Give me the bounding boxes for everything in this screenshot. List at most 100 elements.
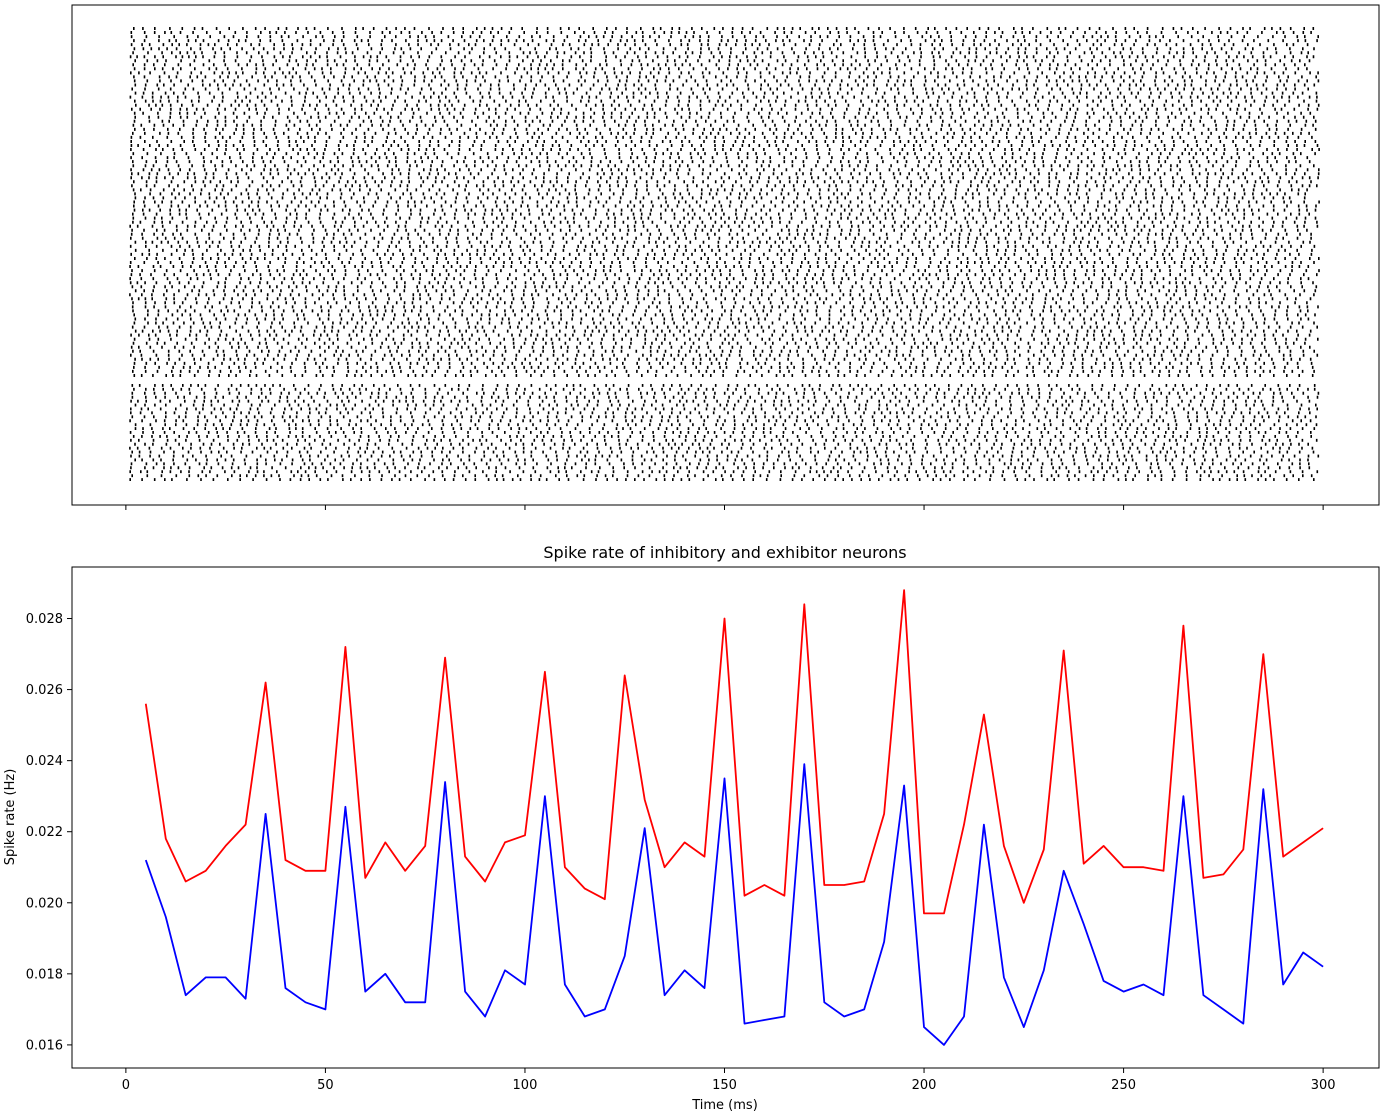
raster-neuron-row <box>131 107 1319 111</box>
y-axis-label: Spike rate (Hz) <box>3 769 18 866</box>
raster-neuron-row <box>134 403 1317 407</box>
raster-neuron-row <box>134 115 1315 119</box>
raster-neuron-row <box>129 95 1318 99</box>
raster-neuron-row <box>134 248 1313 252</box>
raster-neuron-row <box>131 297 1312 301</box>
rate-y-ticks: 0.016 0.018 0.020 0.022 0.024 0.026 0.028 <box>26 612 72 1053</box>
rate-x-ticks: 0 50 100 150 200 250 300 <box>122 1068 1336 1093</box>
raster-neuron-row <box>130 236 1312 240</box>
raster-neuron-row <box>132 309 1309 313</box>
raster-neuron-row <box>134 427 1316 430</box>
chart-title: Spike rate of inhibitory and exhibitor n… <box>543 543 906 562</box>
raster-neuron-row <box>129 293 1315 297</box>
raster-neuron-row <box>130 462 1310 466</box>
raster-neuron-row <box>132 301 1308 305</box>
x-tick-label: 100 <box>513 1078 538 1093</box>
raster-neuron-row <box>133 321 1315 325</box>
raster-neuron-row <box>133 75 1317 79</box>
raster-neuron-row <box>131 184 1318 188</box>
raster-neuron-row <box>135 103 1320 107</box>
raster-neuron-row <box>133 204 1317 208</box>
raster-neuron-row <box>130 273 1318 277</box>
raster-neuron-row <box>133 67 1308 71</box>
raster-plot-frame <box>71 4 1380 506</box>
raster-neuron-row <box>132 188 1308 192</box>
raster-neuron-row <box>132 152 1316 156</box>
raster-neuron-row <box>134 423 1318 427</box>
raster-neuron-row <box>132 341 1306 345</box>
raster-neuron-row <box>130 31 1312 34</box>
raster-spikes-layer <box>129 27 1320 481</box>
y-tick-label: 0.020 <box>26 896 63 911</box>
raster-neuron-row <box>131 172 1320 176</box>
raster-neuron-row <box>131 415 1317 419</box>
raster-neuron-row <box>129 265 1310 268</box>
raster-neuron-row <box>130 411 1311 415</box>
raster-neuron-row <box>130 148 1320 151</box>
raster-neuron-row <box>129 261 1315 264</box>
y-tick-label: 0.024 <box>26 754 63 769</box>
raster-neuron-row <box>130 252 1313 256</box>
raster-neuron-row <box>134 317 1310 321</box>
raster-neuron-row <box>134 127 1317 131</box>
raster-neuron-row <box>134 59 1311 63</box>
raster-neuron-row <box>130 135 1313 139</box>
x-tick-label: 150 <box>712 1078 737 1093</box>
raster-neuron-row <box>130 438 1318 442</box>
raster-neuron-row <box>133 27 1315 30</box>
raster-neuron-row <box>130 345 1311 349</box>
raster-neuron-row <box>132 212 1310 216</box>
y-tick-label: 0.018 <box>26 967 63 982</box>
raster-neuron-row <box>133 47 1315 51</box>
raster-neuron-row <box>133 180 1312 184</box>
raster-neuron-row <box>132 369 1315 373</box>
raster-neuron-row <box>131 474 1313 478</box>
raster-neuron-row <box>134 289 1317 293</box>
raster-neuron-row <box>132 435 1312 438</box>
raster-neuron-row <box>130 353 1319 357</box>
raster-neuron-row <box>133 337 1319 341</box>
x-tick-label: 300 <box>1311 1078 1336 1093</box>
raster-neuron-row <box>130 399 1311 403</box>
rate-series-layer <box>144 589 1324 1046</box>
raster-neuron-row <box>132 131 1310 135</box>
raster-neuron-row <box>129 244 1316 248</box>
raster-neuron-row <box>131 325 1318 329</box>
raster-neuron-row <box>131 228 1308 232</box>
raster-neuron-row <box>130 35 1319 39</box>
raster-neuron-row <box>134 83 1316 87</box>
raster-neuron-row <box>130 156 1309 160</box>
rate-line-chart-panel: Spike rate of inhibitory and exhibitor n… <box>3 543 1380 1113</box>
raster-neuron-row <box>130 140 1317 143</box>
raster-neuron-row <box>133 39 1318 43</box>
x-tick-label: 200 <box>912 1078 937 1093</box>
raster-neuron-row <box>130 43 1309 47</box>
raster-neuron-row <box>129 470 1319 474</box>
rate-plot-frame <box>71 566 1380 1069</box>
y-tick-label: 0.016 <box>26 1038 63 1053</box>
raster-neuron-row <box>133 387 1316 391</box>
raster-neuron-row <box>134 196 1306 200</box>
raster-neuron-row <box>130 466 1311 470</box>
raster-neuron-row <box>129 224 1319 228</box>
raster-neuron-row <box>134 99 1318 103</box>
raster-neuron-row <box>134 192 1306 196</box>
raster-neuron-row <box>130 71 1319 75</box>
raster-neuron-row <box>132 160 1311 164</box>
raster-neuron-row <box>133 111 1312 115</box>
raster-neuron-row <box>133 313 1316 317</box>
raster-neuron-row <box>131 384 1316 387</box>
raster-neuron-row <box>130 168 1320 172</box>
raster-neuron-row <box>131 269 1320 273</box>
raster-neuron-row <box>131 87 1309 91</box>
blue-rate-series-line <box>144 763 1324 1046</box>
x-axis-label: Time (ms) <box>691 1098 758 1113</box>
raster-neuron-row <box>132 349 1315 353</box>
raster-neuron-row <box>131 305 1319 309</box>
raster-neuron-row <box>133 79 1320 83</box>
raster-neuron-row <box>133 208 1317 212</box>
raster-neuron-row <box>134 257 1320 260</box>
raster-neuron-row <box>129 55 1315 59</box>
raster-neuron-row <box>130 333 1311 337</box>
